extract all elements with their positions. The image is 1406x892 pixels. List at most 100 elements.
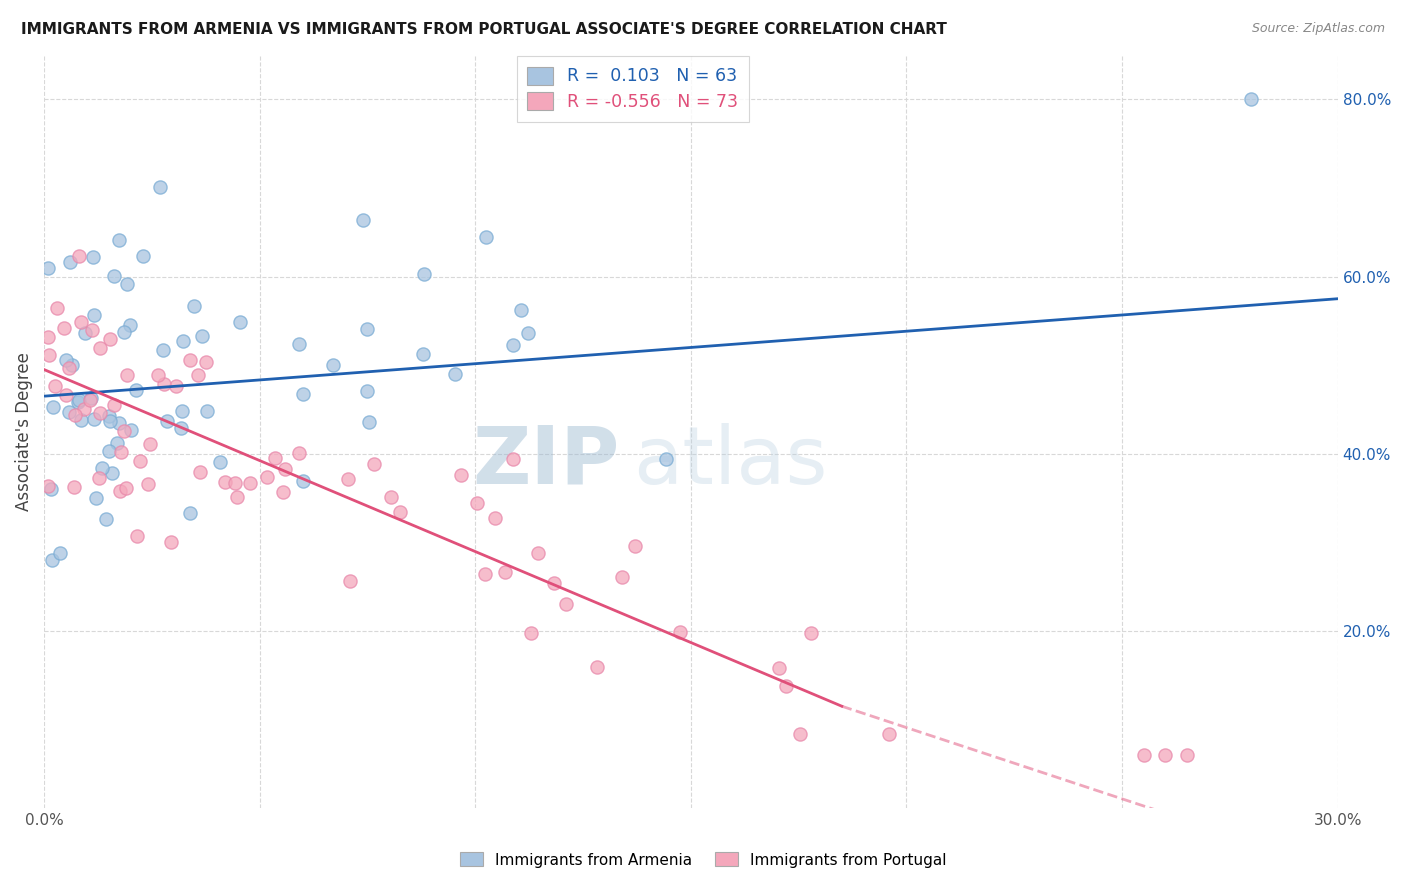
Point: [239, 476, 262, 491]
Point: [129, 454, 152, 468]
Point: [543, 576, 565, 591]
Point: [444, 367, 467, 381]
Point: [108, 483, 131, 498]
Point: [103, 398, 125, 412]
Point: [768, 661, 790, 675]
Point: [450, 467, 472, 482]
Point: [585, 660, 607, 674]
Point: [800, 626, 823, 640]
Point: [273, 461, 295, 475]
Point: [69, 413, 91, 427]
Point: [83, 309, 105, 323]
Point: [195, 355, 218, 369]
Point: [1154, 747, 1177, 762]
Point: [363, 457, 385, 471]
Point: [655, 451, 678, 466]
Point: [475, 229, 498, 244]
Point: [96, 511, 118, 525]
Legend: R =  0.103   N = 63, R = -0.556   N = 73: R = 0.103 N = 63, R = -0.556 N = 73: [517, 56, 748, 121]
Point: [45, 301, 67, 315]
Point: [1175, 747, 1198, 762]
Point: [37, 329, 59, 343]
Point: [58, 361, 80, 376]
Point: [115, 481, 138, 495]
Point: [66, 395, 89, 409]
Point: [48, 545, 70, 559]
Point: [668, 624, 690, 639]
Point: [82, 250, 104, 264]
Point: [41, 401, 63, 415]
Point: [98, 409, 121, 424]
Point: [322, 358, 344, 372]
Point: [105, 436, 128, 450]
Point: [55, 352, 77, 367]
Text: ZIP: ZIP: [472, 423, 620, 500]
Point: [172, 334, 194, 349]
Point: [67, 393, 90, 408]
Point: [108, 416, 131, 430]
Point: [612, 570, 634, 584]
Point: [224, 475, 246, 490]
Point: [107, 233, 129, 247]
Text: Source: ZipAtlas.com: Source: ZipAtlas.com: [1251, 22, 1385, 36]
Point: [112, 325, 135, 339]
Point: [484, 511, 506, 525]
Point: [339, 574, 361, 588]
Point: [474, 567, 496, 582]
Point: [412, 347, 434, 361]
Point: [60, 358, 83, 372]
Point: [41, 553, 63, 567]
Point: [118, 318, 141, 332]
Y-axis label: Associate's Degree: Associate's Degree: [15, 352, 32, 511]
Point: [139, 437, 162, 451]
Point: [356, 322, 378, 336]
Point: [775, 679, 797, 693]
Point: [87, 470, 110, 484]
Point: [879, 727, 901, 741]
Point: [179, 506, 201, 520]
Point: [89, 341, 111, 355]
Point: [41, 482, 63, 496]
Point: [292, 474, 315, 488]
Point: [136, 476, 159, 491]
Point: [37, 479, 59, 493]
Point: [336, 472, 359, 486]
Point: [188, 465, 211, 479]
Point: [117, 277, 139, 292]
Point: [287, 446, 309, 460]
Point: [509, 303, 531, 318]
Point: [63, 408, 86, 422]
Point: [160, 534, 183, 549]
Point: [156, 414, 179, 428]
Point: [413, 267, 436, 281]
Point: [73, 326, 96, 341]
Point: [291, 386, 314, 401]
Point: [79, 392, 101, 407]
Point: [271, 484, 294, 499]
Point: [352, 213, 374, 227]
Point: [356, 384, 378, 398]
Point: [67, 249, 90, 263]
Point: [125, 384, 148, 398]
Point: [1132, 747, 1154, 762]
Point: [225, 491, 247, 505]
Point: [110, 445, 132, 459]
Point: [73, 401, 96, 416]
Point: [288, 336, 311, 351]
Point: [83, 412, 105, 426]
Point: [208, 455, 231, 469]
Point: [44, 379, 66, 393]
Point: [170, 420, 193, 434]
Point: [502, 337, 524, 351]
Point: [146, 368, 169, 383]
Point: [179, 353, 201, 368]
Point: [103, 268, 125, 283]
Text: IMMIGRANTS FROM ARMENIA VS IMMIGRANTS FROM PORTUGAL ASSOCIATE'S DEGREE CORRELATI: IMMIGRANTS FROM ARMENIA VS IMMIGRANTS FR…: [21, 22, 948, 37]
Point: [120, 423, 142, 437]
Point: [187, 368, 209, 383]
Point: [494, 565, 516, 579]
Point: [195, 404, 218, 418]
Point: [1240, 92, 1263, 106]
Point: [520, 626, 543, 640]
Point: [148, 180, 170, 194]
